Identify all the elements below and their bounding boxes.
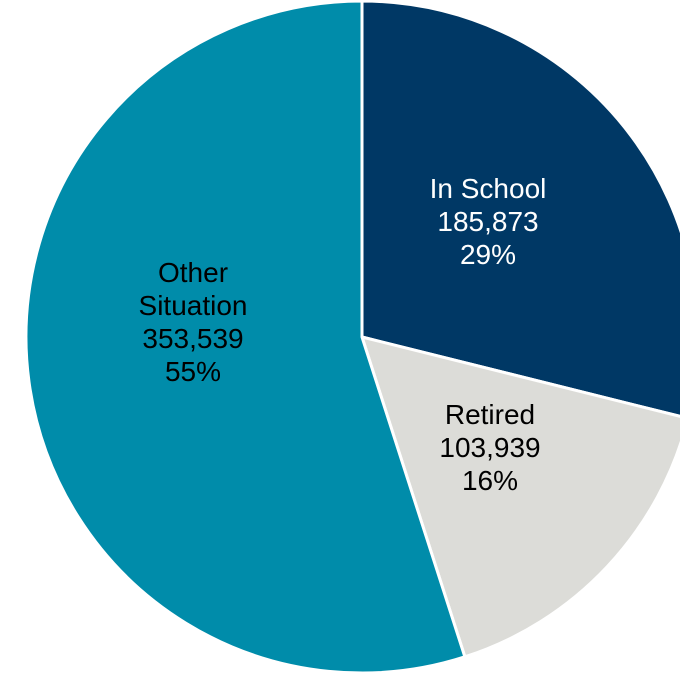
pie-slices <box>24 0 680 674</box>
pie-slice-retired <box>360 335 680 659</box>
slice-label-other-situation: Other Situation 353,539 55% <box>139 257 248 387</box>
slice-percent-text: 29% <box>460 239 516 270</box>
slice-name-text: In School <box>430 173 547 204</box>
slice-name-text: Other <box>158 257 228 288</box>
slice-value-text: 185,873 <box>437 206 538 237</box>
slice-value-text: 103,939 <box>439 432 540 463</box>
slice-percent-text: 55% <box>165 356 221 387</box>
pie-labels: In School 185,873 29% Retired 103,939 16% Othe… <box>139 173 547 496</box>
pie-slice-other-situation <box>24 0 467 674</box>
slice-label-retired: Retired 103,939 16% <box>439 399 540 496</box>
slice-name-text: Retired <box>445 399 535 430</box>
slice-value-text: 353,539 <box>142 323 243 354</box>
slice-label-in-school: In School 185,873 29% <box>430 173 547 270</box>
slice-name-text: Situation <box>139 290 248 321</box>
slice-percent-text: 16% <box>462 465 518 496</box>
pie-slice-in-school <box>360 0 680 418</box>
